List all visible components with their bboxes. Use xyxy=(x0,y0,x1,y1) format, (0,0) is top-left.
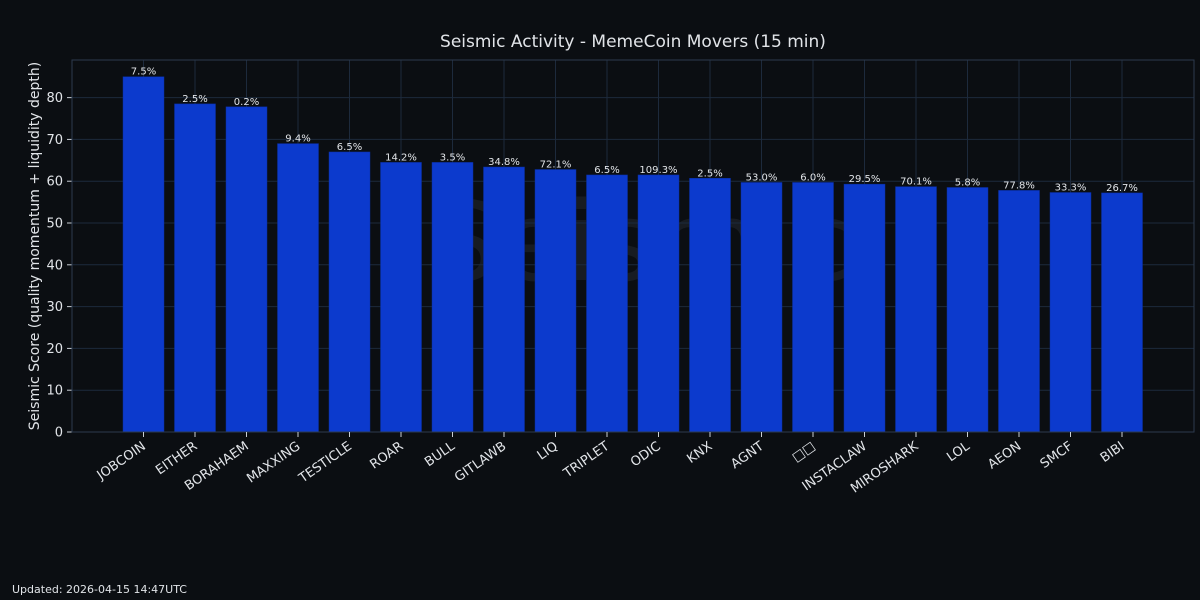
bar-bibi[interactable] xyxy=(1101,192,1143,433)
bar-gitlawb[interactable] xyxy=(483,166,525,433)
x-tick-label: LIQ xyxy=(535,439,561,464)
y-tick-label: 30 xyxy=(46,300,63,315)
bar-roar[interactable] xyxy=(380,162,422,433)
data-label: 9.4% xyxy=(285,134,310,145)
bar-triplet[interactable] xyxy=(586,174,628,433)
x-tick-label: LOL xyxy=(944,439,973,466)
bar-liq[interactable] xyxy=(534,169,577,433)
data-label: 33.3% xyxy=(1055,182,1087,193)
data-label: 6.0% xyxy=(800,172,825,183)
data-label: 5.8% xyxy=(955,177,980,188)
x-tick-label: SMCF xyxy=(1038,439,1076,472)
bars-layer xyxy=(122,76,1143,433)
bar-instaclaw[interactable] xyxy=(843,183,886,433)
bar-knx[interactable] xyxy=(689,178,731,433)
bar-either[interactable] xyxy=(174,103,216,433)
data-label: 77.8% xyxy=(1003,180,1035,191)
bar-borahaem[interactable] xyxy=(225,106,268,433)
x-tick-label: ROAR xyxy=(367,439,406,472)
y-tick-label: 60 xyxy=(46,175,63,190)
bar-odic[interactable] xyxy=(637,174,680,433)
x-tick-label: AGNT xyxy=(728,439,766,472)
labels-layer: 7.5% 2.5% 0.2% 9.4% 6.5% 14.2% 3.5% 34.8% 72.1% 6… xyxy=(131,67,1138,194)
data-label: 6.5% xyxy=(337,142,362,153)
x-tick-label: EITHER xyxy=(153,439,200,478)
bar-□□[interactable] xyxy=(792,182,834,433)
x-tick-label: □□ xyxy=(790,439,819,465)
chart-title: Seismic Activity - MemeCoin Movers (15 m… xyxy=(440,32,826,52)
x-tick-label: ODIC xyxy=(628,439,664,470)
data-label: 2.5% xyxy=(697,168,722,179)
data-label: 53.0% xyxy=(746,172,778,183)
y-tick-label: 20 xyxy=(46,342,63,357)
data-label: 26.7% xyxy=(1106,183,1138,194)
bar-jobcoin[interactable] xyxy=(122,76,165,433)
data-label: 34.8% xyxy=(488,157,520,168)
data-label: 0.2% xyxy=(234,97,259,108)
bar-testicle[interactable] xyxy=(328,151,371,433)
x-tick-label: TESTICLE xyxy=(296,439,355,487)
y-tick-label: 50 xyxy=(46,217,63,232)
data-label: 6.5% xyxy=(594,165,619,176)
x-tick-label: KNX xyxy=(684,439,715,467)
data-label: 72.1% xyxy=(540,160,572,171)
bar-bull[interactable] xyxy=(431,162,474,433)
y-tick-label: 40 xyxy=(46,258,63,273)
x-tick-label: JOBCOIN xyxy=(94,439,149,484)
bar-agnt[interactable] xyxy=(740,182,783,433)
x-tick-label: GITLAWB xyxy=(452,439,509,485)
data-label: 14.2% xyxy=(385,152,417,163)
x-tick-label: BIBI xyxy=(1098,439,1128,466)
bar-lol[interactable] xyxy=(946,187,989,433)
x-tick-label: MAXXING xyxy=(244,439,303,487)
y-tick-label: 80 xyxy=(46,91,63,106)
data-label: 29.5% xyxy=(849,174,881,185)
y-tick-label: 0 xyxy=(55,426,63,441)
data-label: 2.5% xyxy=(182,94,207,105)
data-label: 7.5% xyxy=(131,67,156,78)
updated-timestamp: Updated: 2026-04-15 14:47UTC xyxy=(12,583,187,596)
bar-aeon[interactable] xyxy=(998,190,1040,433)
bar-smcf[interactable] xyxy=(1049,192,1092,433)
x-tick-label: AEON xyxy=(985,439,1024,473)
y-tick-label: 70 xyxy=(46,133,63,148)
data-label: 70.1% xyxy=(900,177,932,188)
bar-miroshark[interactable] xyxy=(895,186,937,433)
data-label: 109.3% xyxy=(639,165,677,176)
y-axis-label: Seismic Score (quality momentum + liquid… xyxy=(27,62,43,430)
plot-frame xyxy=(71,59,1195,433)
data-label: 3.5% xyxy=(440,152,465,163)
x-tick-label: TRIPLET xyxy=(560,439,612,482)
y-tick-label: 10 xyxy=(46,384,63,399)
bar-maxxing[interactable] xyxy=(277,143,319,433)
x-tick-label: BULL xyxy=(422,439,458,471)
